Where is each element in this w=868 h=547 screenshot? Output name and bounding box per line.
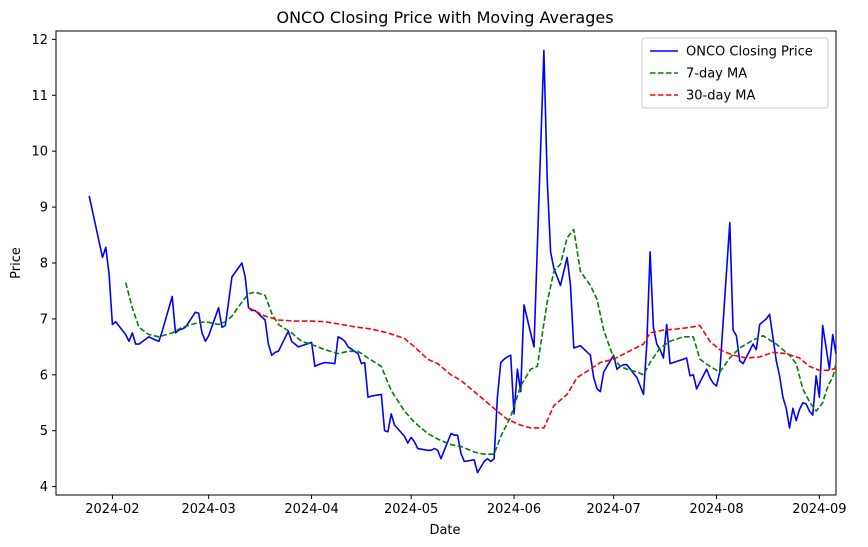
y-tick-label: 6 (40, 368, 48, 383)
legend: ONCO Closing Price 7-day MA 30-day MA (641, 37, 829, 109)
series-layer (88, 49, 837, 474)
x-tick-label: 2024-07 (586, 502, 640, 517)
x-tick-label: 2024-05 (384, 502, 438, 517)
y-tick-label: 11 (31, 89, 48, 104)
x-axis: 2024-02 2024-03 2024-04 2024-05 2024-06 2024-… (85, 495, 847, 517)
y-tick-label: 9 (40, 201, 48, 216)
x-tick-label: 2024-03 (182, 502, 236, 517)
legend-box (641, 37, 829, 109)
series-line-3 (248, 306, 837, 429)
legend-label: ONCO Closing Price (686, 45, 813, 60)
y-axis-title: Price (9, 247, 24, 279)
y-tick-label: 7 (40, 312, 48, 327)
y-axis: 4 5 6 7 8 9 10 11 12 (31, 33, 56, 495)
series-line-1 (88, 49, 837, 474)
y-tick-label: 4 (40, 480, 48, 495)
chart-title: ONCO Closing Price with Moving Averages (276, 8, 613, 27)
x-tick-label: 2024-04 (284, 502, 338, 517)
legend-label: 7-day MA (686, 67, 747, 82)
series-line-2 (124, 228, 837, 456)
y-tick-label: 8 (40, 257, 48, 272)
y-tick-label: 10 (31, 145, 48, 160)
x-tick-label: 2024-08 (689, 502, 743, 517)
x-tick-label: 2024-06 (487, 502, 541, 517)
x-tick-label: 2024-09 (792, 502, 846, 517)
x-tick-label: 2024-02 (85, 502, 139, 517)
y-tick-label: 12 (31, 33, 48, 48)
y-tick-label: 5 (40, 424, 48, 439)
legend-label: 30-day MA (686, 89, 755, 104)
x-axis-title: Date (429, 523, 460, 538)
